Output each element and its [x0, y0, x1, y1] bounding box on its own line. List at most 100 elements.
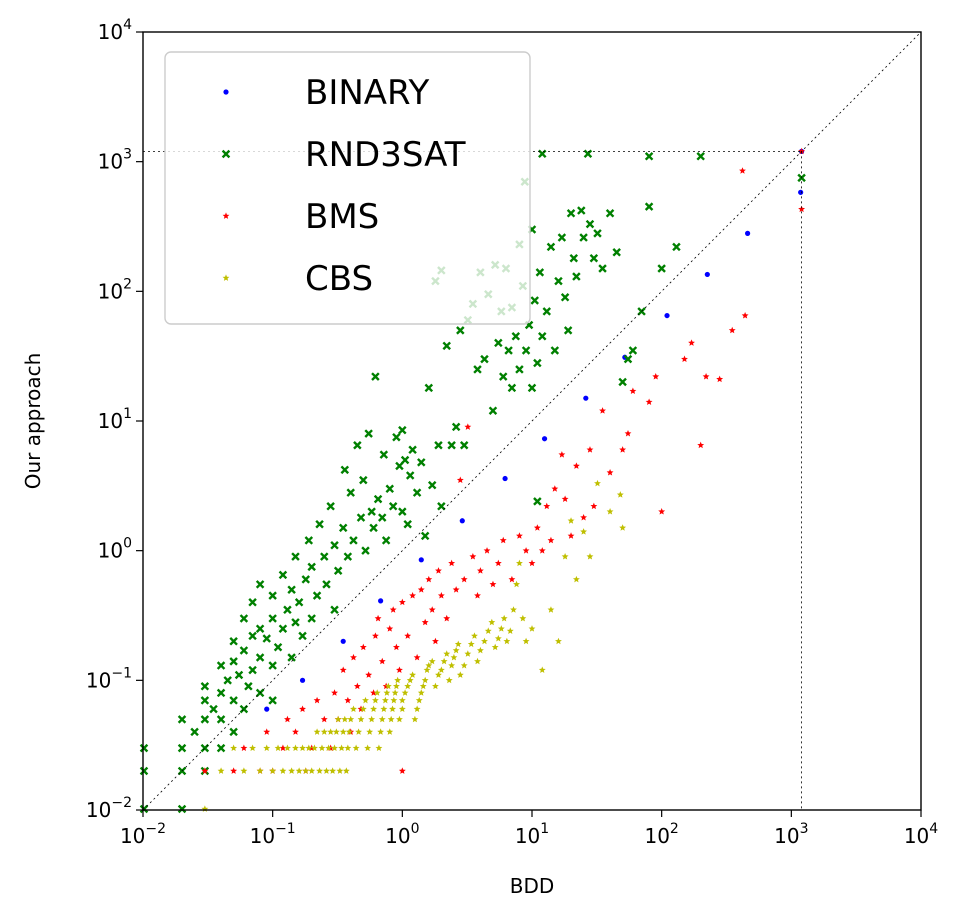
x-tick-label: 10−1	[250, 821, 296, 848]
point-rnd3sat	[255, 653, 265, 662]
legend-label: BMS	[305, 197, 379, 237]
point-bms	[320, 715, 328, 723]
y-tick-label: 10−2	[86, 795, 132, 822]
point-cbs	[450, 653, 458, 661]
point-rnd3sat	[459, 441, 469, 450]
point-rnd3sat	[377, 513, 387, 522]
point-cbs	[561, 553, 569, 560]
point-bms	[313, 696, 321, 704]
point-rnd3sat	[229, 696, 238, 705]
y-tick-label: 101	[98, 406, 132, 433]
point-cbs	[594, 479, 601, 487]
point-cbs	[370, 705, 377, 713]
point-cbs	[332, 728, 340, 735]
point-cbs	[432, 682, 439, 690]
point-bms	[240, 744, 248, 752]
point-rnd3sat	[283, 605, 292, 615]
point-bms	[741, 311, 749, 319]
point-cbs	[474, 657, 481, 665]
point-rnd3sat	[572, 272, 581, 281]
point-bms	[398, 598, 406, 606]
point-bms	[452, 586, 460, 593]
point-cbs	[311, 744, 318, 752]
point-bms	[561, 495, 569, 502]
point-rnd3sat	[330, 541, 339, 550]
point-rnd3sat	[451, 422, 461, 432]
point-bms	[359, 643, 367, 651]
point-bms	[599, 407, 606, 414]
point-bms	[494, 559, 502, 567]
point-cbs	[362, 696, 369, 704]
point-rnd3sat	[598, 264, 607, 273]
point-cbs	[516, 559, 523, 567]
point-cbs	[302, 767, 310, 774]
point-bms	[652, 373, 660, 380]
y-tick-label: 104	[98, 17, 132, 44]
point-bms	[619, 446, 627, 453]
point-bms	[716, 375, 724, 383]
point-rnd3sat	[494, 338, 503, 348]
point-cbs	[417, 689, 425, 696]
point-bms	[279, 744, 287, 752]
point-cbs	[313, 728, 321, 735]
point-cbs	[396, 715, 403, 723]
point-bms	[350, 653, 357, 661]
point-rnd3sat	[533, 497, 542, 506]
point-bms	[558, 451, 566, 458]
point-bms	[508, 575, 516, 583]
point-cbs	[384, 682, 392, 690]
point-cbs	[288, 767, 296, 774]
point-rnd3sat	[200, 696, 210, 705]
point-cbs	[484, 627, 492, 634]
point-cbs	[389, 705, 396, 713]
point-rnd3sat	[248, 598, 257, 607]
point-bms	[392, 643, 400, 651]
point-cbs	[339, 728, 347, 735]
point-cbs	[375, 744, 383, 752]
point-rnd3sat	[177, 743, 187, 753]
point-cbs	[359, 705, 367, 713]
diagonal-line	[142, 31, 922, 811]
point-binary	[418, 557, 424, 563]
point-rnd3sat	[298, 631, 307, 641]
point-cbs	[377, 728, 385, 735]
point-binary	[798, 189, 804, 195]
point-rnd3sat	[307, 562, 316, 572]
point-cbs	[381, 696, 389, 704]
point-rnd3sat	[234, 670, 244, 680]
point-cbs	[580, 528, 588, 535]
point-cbs	[390, 696, 398, 704]
point-bms	[443, 614, 451, 622]
point-rnd3sat	[330, 605, 339, 615]
point-cbs	[398, 705, 406, 713]
point-cbs	[292, 744, 299, 752]
point-rnd3sat	[223, 676, 232, 685]
point-cbs	[443, 650, 451, 657]
point-rnd3sat	[546, 242, 556, 252]
point-bms	[428, 606, 436, 613]
point-bms	[456, 476, 464, 484]
point-bms	[681, 355, 688, 363]
legend-box	[164, 51, 531, 325]
point-rnd3sat	[353, 441, 362, 450]
point-rnd3sat	[373, 494, 383, 504]
point-bms	[624, 429, 632, 437]
x-tick-label: 100	[385, 821, 419, 848]
point-bms	[339, 666, 347, 673]
point-rnd3sat	[623, 354, 633, 364]
point-bms	[739, 167, 746, 174]
point-cbs	[503, 637, 511, 645]
point-cbs	[411, 715, 419, 723]
point-cbs	[460, 661, 468, 669]
point-cbs	[398, 696, 406, 704]
point-cbs	[344, 744, 352, 752]
point-rnd3sat	[480, 354, 489, 364]
point-cbs	[491, 643, 499, 651]
point-rnd3sat	[403, 519, 412, 529]
point-bms	[389, 606, 397, 613]
point-rnd3sat	[507, 383, 517, 393]
point-cbs	[392, 682, 400, 690]
point-rnd3sat	[424, 383, 434, 393]
legend: BINARY RND3SAT BMS CBS	[164, 51, 531, 325]
point-bms	[284, 715, 291, 723]
